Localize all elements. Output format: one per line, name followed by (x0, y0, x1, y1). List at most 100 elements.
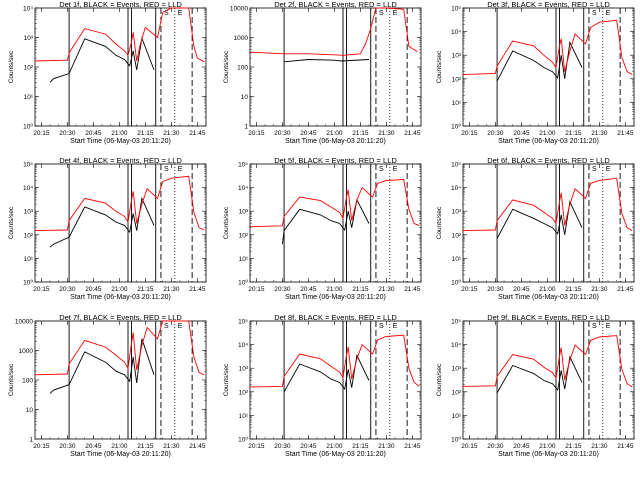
y-tick-label: 1000 (234, 35, 249, 42)
y-tick-label: 10¹ (452, 100, 462, 107)
marker-label: E (178, 323, 183, 330)
y-tick-label: 1 (244, 124, 248, 131)
x-tick-label: 20:45 (300, 286, 317, 293)
x-tick-label: 21:30 (378, 286, 395, 293)
x-axis-label: Start Time (06-May-03 20:11:20) (498, 138, 599, 145)
x-tick-label: 20:15 (461, 443, 478, 450)
x-tick-label: 21:30 (591, 443, 608, 450)
series-line-lld (34, 320, 205, 376)
chart-panel-2: Det 2f, BLACK = Events, RED = LLD 1 10 100 1… (223, 0, 422, 145)
y-tick-label: 10³ (452, 366, 462, 373)
x-tick-label: 21:30 (591, 286, 608, 293)
chart-title: Det 4f, BLACK = Events, RED = LLD (59, 156, 182, 165)
y-axis-label: Counts/sec (436, 206, 443, 239)
marker-label: S (164, 10, 169, 17)
x-tick-label: 21:00 (111, 286, 128, 293)
y-tick-label: 10¹ (24, 256, 34, 263)
y-tick-label: 10⁵ (238, 319, 248, 326)
chart-title: Det 5f, BLACK = Events, RED = LLD (274, 156, 397, 165)
y-tick-label: 10 (241, 94, 249, 101)
y-tick-label: 10⁴ (451, 29, 461, 36)
y-axis-label: Counts/sec (8, 50, 15, 83)
series-line-lld (462, 177, 633, 232)
y-tick-label: 100 (237, 65, 248, 72)
series-line-events (496, 40, 583, 82)
series-line-lld (462, 19, 633, 76)
series-line-events (49, 338, 155, 394)
plot-frame (462, 320, 635, 440)
x-tick-label: 21:00 (539, 443, 556, 450)
chart-panel-7: Det 7f, BLACK = Events, RED = LLD 1 10 100 1… (8, 313, 207, 458)
x-tick-label: 21:15 (137, 443, 154, 450)
y-tick-label: 10² (452, 389, 462, 396)
x-axis-label: Start Time (06-May-03 20:11:20) (70, 451, 171, 458)
x-tick-label: 21:45 (189, 443, 206, 450)
plot-frame (34, 320, 207, 440)
y-tick-label: 10² (239, 389, 249, 396)
chart-title: Det 6f, BLACK = Events, RED = LLD (487, 156, 610, 165)
series-line-lld (34, 7, 205, 63)
x-tick-label: 21:15 (137, 130, 154, 137)
marker-label: S (164, 166, 169, 173)
x-tick-label: 21:30 (163, 443, 180, 450)
x-tick-label: 21:45 (404, 443, 421, 450)
x-tick-label: 20:30 (487, 130, 504, 137)
x-tick-label: 21:00 (326, 286, 343, 293)
x-tick-label: 20:15 (461, 130, 478, 137)
marker-label: S (379, 323, 384, 330)
x-axis-label: Start Time (06-May-03 20:11:20) (70, 138, 171, 145)
x-tick-label: 20:15 (33, 286, 50, 293)
y-tick-label: 1 (29, 437, 33, 444)
marker-label: S (592, 10, 597, 17)
marker-label: E (606, 166, 611, 173)
y-tick-label: 10² (452, 76, 462, 83)
x-tick-label: 20:45 (513, 130, 530, 137)
x-tick-label: 21:30 (378, 443, 395, 450)
x-tick-label: 21:00 (326, 130, 343, 137)
x-tick-label: 21:00 (111, 130, 128, 137)
y-tick-label: 10⁴ (238, 342, 248, 349)
plot-frame (34, 7, 207, 127)
x-tick-label: 21:45 (189, 130, 206, 137)
plot-frame (462, 163, 635, 283)
y-tick-label: 10⁰ (451, 123, 461, 131)
x-tick-label: 20:30 (59, 286, 76, 293)
x-tick-label: 21:15 (352, 286, 369, 293)
x-tick-label: 20:15 (461, 286, 478, 293)
series-line-lld (462, 335, 633, 388)
y-tick-label: 10⁴ (451, 342, 461, 349)
y-axis-label: Counts/sec (436, 363, 443, 396)
y-tick-label: 10⁰ (238, 279, 248, 287)
series-line-lld (249, 179, 420, 228)
y-tick-label: 10² (24, 65, 34, 72)
y-tick-label: 10³ (452, 209, 462, 216)
x-tick-label: 21:45 (617, 286, 634, 293)
chart-panel-8: Det 8f, BLACK = Events, RED = LLD 10⁰ 10¹ 1… (223, 313, 422, 458)
y-tick-label: 10¹ (239, 413, 249, 420)
y-tick-label: 10² (239, 232, 249, 239)
y-tick-label: 10⁴ (451, 185, 461, 192)
x-tick-label: 20:45 (513, 443, 530, 450)
y-axis-label: Counts/sec (223, 363, 230, 396)
x-tick-label: 20:30 (274, 443, 291, 450)
marker-label: E (606, 10, 611, 17)
x-axis-label: Start Time (06-May-03 20:11:20) (70, 294, 171, 301)
y-tick-label: 10³ (239, 209, 249, 216)
y-tick-label: 10³ (452, 53, 462, 60)
y-tick-label: 10³ (24, 209, 34, 216)
x-tick-label: 20:15 (248, 286, 265, 293)
y-tick-label: 10000 (230, 6, 248, 13)
x-axis-label: Start Time (06-May-03 20:11:20) (285, 138, 386, 145)
x-tick-label: 21:15 (565, 130, 582, 137)
y-tick-label: 1000 (19, 348, 34, 355)
y-tick-label: 10⁰ (238, 436, 248, 444)
y-tick-label: 10000 (15, 319, 33, 326)
y-tick-label: 10² (452, 232, 462, 239)
y-tick-label: 10⁵ (23, 162, 33, 169)
x-axis-label: Start Time (06-May-03 20:11:20) (498, 451, 599, 458)
x-tick-label: 20:45 (85, 130, 102, 137)
x-tick-label: 21:00 (326, 443, 343, 450)
series-line-lld (249, 334, 420, 388)
x-tick-label: 21:15 (352, 130, 369, 137)
x-axis-label: Start Time (06-May-03 20:11:20) (285, 294, 386, 301)
